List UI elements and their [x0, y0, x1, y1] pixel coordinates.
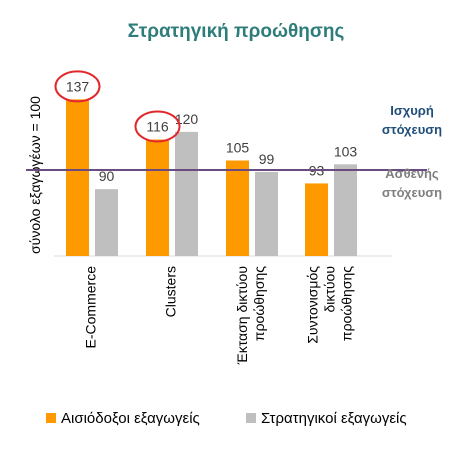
bar-value-label-0-1: 116 [146, 118, 169, 134]
bar-1-1 [175, 131, 198, 256]
category-label-1-0: Clusters [163, 266, 179, 317]
annotation-weak-line-0: Ασθενής [385, 166, 439, 181]
category-label-3-0: Συντονισμός [305, 266, 321, 344]
category-label-2-1: προώθησης [251, 266, 267, 341]
chart-title: Στρατηγική προώθησης [128, 21, 345, 42]
bar-value-label-0-0: 137 [66, 78, 90, 94]
bar-value-label-1-3: 103 [334, 143, 358, 159]
annotation-weak-line-1: στόχευση [382, 185, 442, 200]
legend-label-1: Στρατηγικοί εξαγωγείς [261, 410, 407, 427]
bar-1-3 [334, 164, 357, 256]
bar-1-0 [95, 189, 118, 256]
category-label-0-0: E-Commerce [83, 266, 99, 349]
legend-swatch-1 [246, 413, 256, 423]
category-label-3-2: προώθησης [339, 266, 355, 341]
bar-value-label-1-0: 90 [99, 168, 115, 184]
bar-0-0 [66, 99, 89, 256]
highlight-circle-1 [134, 110, 181, 143]
category-label-2-0: Έκταση δικτύου [234, 266, 250, 365]
category-label-3-1: δικτύου [322, 266, 338, 313]
legend-label-0: Αισιόδοξοι εξαγωγείς [61, 410, 200, 427]
bar-value-label-1-2: 99 [259, 151, 275, 167]
bar-1-2 [255, 171, 278, 256]
bar-0-3 [305, 183, 328, 256]
bar-0-2 [226, 160, 249, 256]
bar-0-1 [146, 139, 169, 256]
annotation-strong-line-1: στόχευση [382, 122, 442, 137]
bar-value-label-1-1: 120 [175, 111, 199, 127]
y-axis-label: σύνολο εξαγωγέων = 100 [27, 96, 43, 254]
legend-swatch-0 [46, 413, 56, 423]
highlight-circle-0 [54, 70, 101, 103]
annotation-strong-line-0: Ισχυρή [390, 103, 434, 118]
bar-value-label-0-2: 105 [226, 140, 250, 156]
